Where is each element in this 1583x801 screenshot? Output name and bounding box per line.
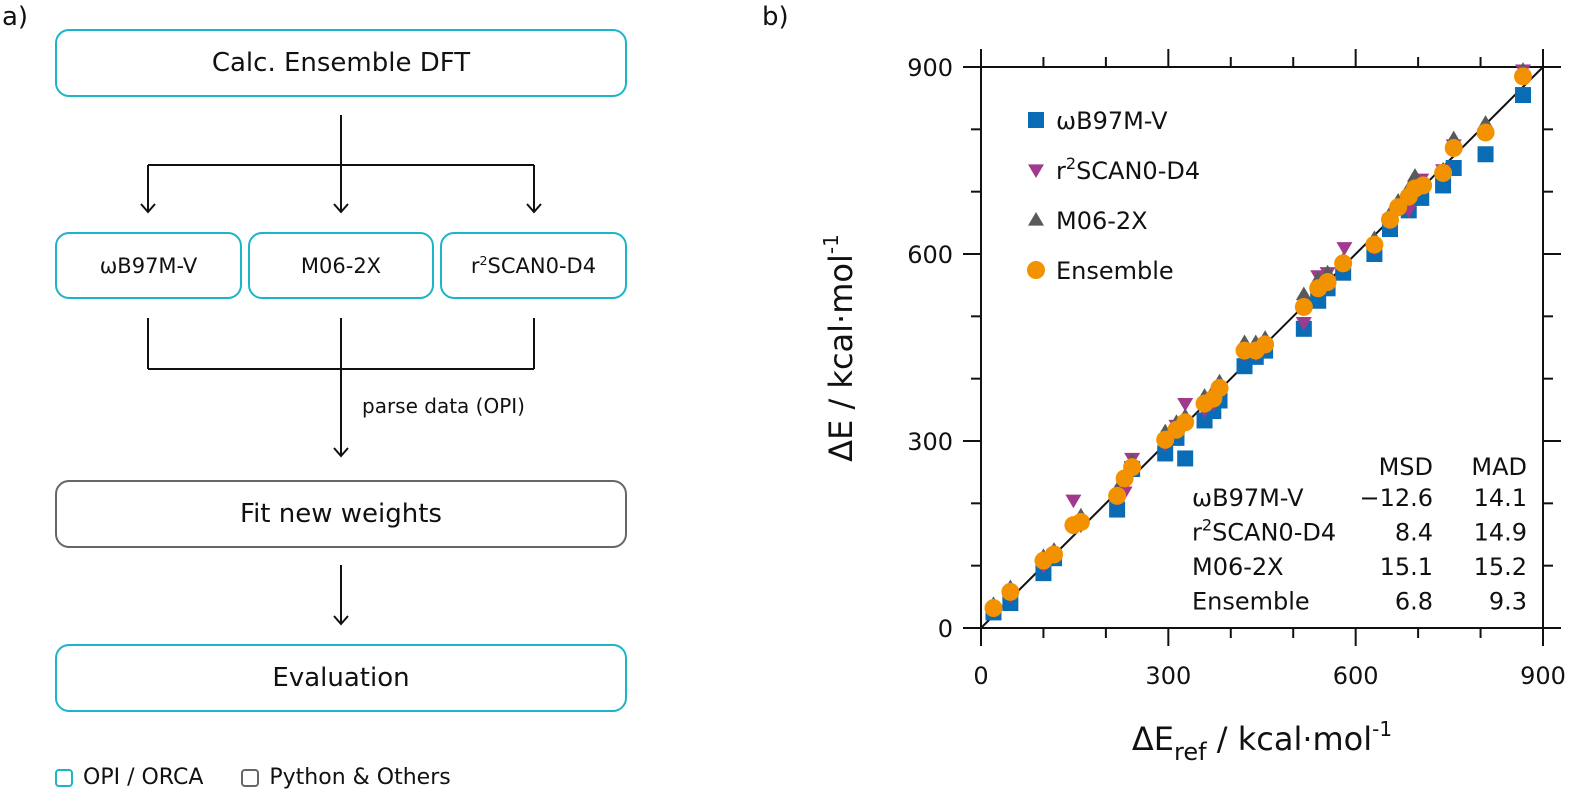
series-ensemble: [984, 67, 1533, 618]
arrow-head-icon: [140, 203, 156, 214]
data-point: [1334, 254, 1353, 273]
panel-b-label: b): [762, 2, 789, 32]
legend-marker-icon: [1028, 112, 1044, 128]
data-point: [1177, 450, 1194, 467]
data-point: [1515, 87, 1532, 104]
data-point: [1001, 582, 1020, 601]
data-point: [1318, 273, 1337, 292]
legend-label: r2SCAN0-D4: [1056, 154, 1200, 185]
chart-legend: ωB97M-V r2SCAN0-D4 M06-2X Ensemble: [1027, 107, 1200, 285]
stats-row-mad: 15.2: [1474, 553, 1527, 581]
arrow-head-icon: [333, 615, 349, 626]
y-tick-label: 0: [938, 615, 953, 643]
legend-marker-icon: [1028, 164, 1044, 178]
label-prefix: r: [470, 254, 480, 278]
python-others-swatch-icon: [241, 768, 260, 787]
box-label: M06-2X: [300, 253, 382, 278]
data-point: [1109, 501, 1126, 518]
evaluation-box: Evaluation: [55, 644, 627, 712]
data-point: [1514, 67, 1533, 86]
flow-connectors: [140, 115, 542, 626]
stats-row-msd: 15.1: [1380, 553, 1433, 581]
y-tick-label: 900: [907, 54, 953, 82]
box-label: ωB97M-V: [99, 253, 198, 278]
box-label: Fit new weights: [240, 499, 442, 529]
data-point: [1414, 176, 1433, 195]
legend-label: Ensemble: [1056, 257, 1174, 285]
arrow-head-icon: [333, 447, 349, 458]
panel-a-label: a): [2, 2, 29, 32]
data-point: [1176, 413, 1195, 432]
data-point: [1365, 235, 1384, 254]
box-label: r2SCAN0-D4: [471, 253, 596, 278]
data-point: [1444, 139, 1463, 158]
arrow-head-icon: [333, 203, 349, 214]
data-point: [1256, 335, 1275, 354]
data-point: [1108, 486, 1127, 505]
stats-row-mad: 9.3: [1489, 588, 1527, 616]
method-box-m06-2x: M06-2X: [248, 232, 434, 299]
x-tick-label: 300: [1145, 662, 1191, 690]
data-point: [1476, 123, 1495, 142]
data-point: [1065, 494, 1082, 509]
legend-marker-icon: [1028, 212, 1044, 226]
data-point: [984, 599, 1003, 618]
method-box-r2scan0-d4: r2SCAN0-D4: [440, 232, 627, 299]
y-tick-label: 300: [907, 428, 953, 456]
legend-label: ωB97M-V: [1056, 107, 1168, 135]
stats-header-mad: MAD: [1471, 453, 1527, 481]
y-axis-label: ΔE / kcal·mol-1: [819, 234, 860, 462]
y-tick-label: 600: [907, 241, 953, 269]
stats-row-method: ωB97M-V: [1192, 484, 1304, 512]
data-point: [1294, 297, 1313, 316]
method-box-wb97m-v: ωB97M-V: [55, 232, 242, 299]
label-suffix: SCAN0-D4: [487, 254, 597, 278]
data-point: [1295, 286, 1312, 301]
calc-ensemble-dft-box: Calc. Ensemble DFT: [55, 29, 627, 97]
stats-row-method: Ensemble: [1192, 588, 1310, 616]
data-point: [1157, 445, 1174, 462]
legend-label-opi-orca: OPI / ORCA: [83, 765, 204, 790]
fit-new-weights-box: Fit new weights: [55, 480, 627, 548]
data-point: [1435, 177, 1452, 194]
data-point: [1310, 292, 1327, 309]
box-label: Evaluation: [272, 663, 410, 693]
label-superscript: 2: [479, 253, 488, 268]
axes: 0 300 600 900 0 300 600 900: [907, 49, 1566, 690]
box-label: Calc. Ensemble DFT: [211, 48, 471, 78]
data-point: [1045, 545, 1064, 564]
data-point: [1434, 163, 1453, 182]
x-axis-label: ΔEref / kcal·mol-1: [1132, 717, 1392, 766]
stats-row-mad: 14.9: [1474, 519, 1527, 547]
x-tick-label: 0: [973, 662, 988, 690]
data-point: [1336, 242, 1353, 256]
stats-table: MSD MAD ωB97M-V −12.6 14.1 r2SCAN0-D4 8.4 14.9 M…: [1192, 453, 1527, 616]
x-tick-label: 900: [1520, 662, 1566, 690]
arrow-head-icon: [526, 203, 542, 214]
data-point: [1477, 146, 1494, 163]
data-point: [1123, 458, 1142, 477]
data-points: [984, 62, 1533, 621]
stats-row-mad: 14.1: [1474, 484, 1527, 512]
data-point: [1071, 513, 1090, 532]
stats-row-msd: 6.8: [1395, 588, 1433, 616]
data-point: [1177, 398, 1194, 412]
legend-marker-icon: [1027, 261, 1045, 279]
legend-label-python-others: Python & Others: [269, 765, 451, 790]
plot-frame: [980, 66, 1544, 629]
data-point: [1210, 379, 1229, 398]
stats-row-msd: −12.6: [1359, 484, 1433, 512]
stats-row-method: M06-2X: [1192, 553, 1284, 581]
opi-orca-swatch-icon: [55, 768, 73, 787]
legend-label: M06-2X: [1056, 207, 1148, 235]
stats-row-method: r2SCAN0-D4: [1192, 516, 1336, 547]
x-tick-label: 600: [1333, 662, 1379, 690]
parse-data-label: parse data (OPI): [362, 394, 525, 418]
stats-header-msd: MSD: [1379, 453, 1433, 481]
stats-row-msd: 8.4: [1395, 519, 1433, 547]
data-point: [1295, 316, 1312, 331]
flow-legend: OPI / ORCA Python & Others: [55, 765, 451, 790]
